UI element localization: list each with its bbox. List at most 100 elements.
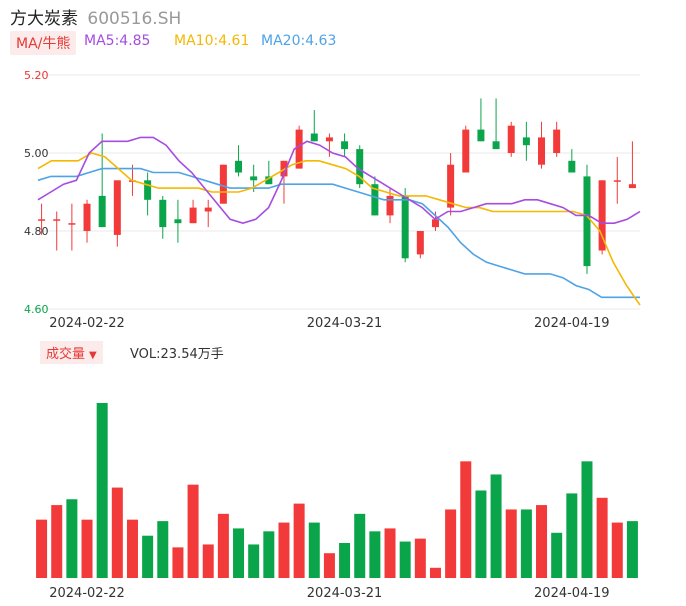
candle-body [144,180,152,200]
candle-body [189,207,197,224]
candle-body [613,180,621,182]
ma5-label: MA5:4.85 [84,33,151,49]
candle-body [401,195,409,259]
volume-bar [233,528,245,578]
volume-bar [551,532,563,578]
ma20-line [37,167,640,299]
volume-bar [611,522,623,578]
ma10-line [37,152,641,306]
candle-body [38,219,46,221]
ma-lines [37,136,641,306]
price-date-axis: 2024-02-22 2024-03-21 2024-04-19 [49,316,609,331]
candle-body [583,176,591,267]
candle-body [310,133,318,142]
candle-body [265,176,273,185]
candle-body [431,219,439,228]
volume-bar [293,503,305,578]
volume-bar [429,567,441,578]
volume-bar [581,461,593,578]
volume-bar [323,553,335,578]
candle-body [53,219,61,221]
y-tick-label: 4.80 [24,225,49,238]
candle-body [295,129,303,169]
volume-bar [248,544,260,578]
volume-bar [354,513,366,578]
x-tick-label: 2024-04-19 [534,316,610,331]
volume-bar [202,544,214,578]
candle-body [628,184,636,189]
volume-bar [505,509,517,578]
candle-body [538,137,546,165]
ma10-label: MA10:4.61 [174,33,250,49]
candle-body [462,129,470,173]
volume-bar [626,521,638,578]
volume-date-axis: 2024-02-22 2024-03-21 2024-04-19 [49,586,609,601]
volume-bar [172,547,184,578]
candle-body [568,160,576,173]
volume-bar [475,490,487,578]
candle-body [371,184,379,216]
volume-bar [369,531,381,578]
volume-bar [566,493,578,578]
candle-body [492,141,500,150]
candle-body [386,195,394,216]
volume-series [36,403,638,578]
candle-body [507,125,515,153]
x-tick-label: 2024-02-22 [49,586,125,601]
volume-bar [111,487,123,578]
candle-body [204,207,212,212]
candle-body [83,203,91,231]
candle-body [159,199,167,228]
candle-body [447,164,455,208]
y-tick-label: 5.00 [24,147,49,160]
price-axis: 5.20 5.00 4.80 4.60 [24,69,49,316]
volume-bar [217,513,229,578]
volume-bar [278,522,290,578]
volume-value: VOL:23.54万手 [130,347,224,362]
volume-indicator-label: 成交量 [46,347,86,362]
volume-bar [339,543,351,578]
candle-body [98,195,106,228]
y-tick-label: 5.20 [24,69,49,82]
x-tick-label: 2024-03-21 [307,316,383,331]
volume-bar [414,538,426,578]
volume-bar [490,474,502,578]
volume-bar [66,499,78,578]
volume-bar [36,519,48,578]
volume-bar [126,519,138,578]
volume-bar [399,541,411,578]
stock-code: 600516.SH [87,9,182,29]
ma-toggle-button[interactable]: MA/牛熊 [10,31,77,55]
volume-bar [263,531,275,578]
volume-bar [51,505,63,578]
candle-body [553,129,561,153]
volume-bar [308,522,320,578]
volume-bar [157,521,169,578]
x-tick-label: 2024-02-22 [49,316,125,331]
x-tick-label: 2024-04-19 [534,586,610,601]
candle-body [522,137,530,146]
volume-bar [445,509,457,578]
ma5-line [37,136,641,225]
candle-body [416,231,424,255]
volume-bar [536,505,548,578]
volume-bar [596,497,608,578]
candle-body [235,160,243,173]
volume-bar [81,519,93,578]
candle-body [356,149,364,185]
stock-title: 方大炭素 600516.SH [10,4,181,29]
volume-bar [96,403,108,578]
candle-body [219,164,227,204]
candle-body [477,129,485,142]
volume-bar [142,535,154,578]
candle-body [68,223,76,225]
volume-bar [520,509,532,578]
stock-name: 方大炭素 [10,9,78,29]
candle-body [325,137,333,142]
candle-body [598,180,606,251]
y-tick-label: 4.60 [24,303,49,316]
caret-down-icon: ▼ [89,350,97,361]
volume-indicator-button[interactable]: 成交量 ▼ [40,341,103,364]
volume-bar [187,484,199,578]
